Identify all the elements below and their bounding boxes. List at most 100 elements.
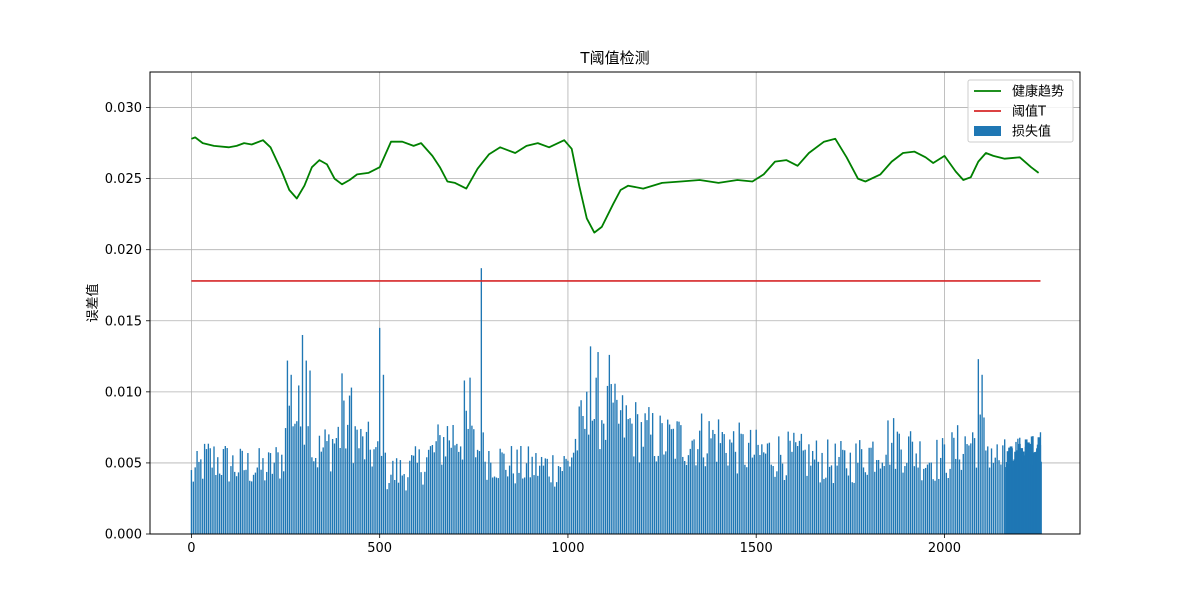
loss-bar [518,472,520,534]
loss-bar [949,468,951,534]
loss-bar [495,477,498,534]
loss-bar [640,422,643,534]
loss-bar [638,462,641,534]
loss-bar [941,438,944,534]
loss-bar [798,440,801,534]
loss-bar [580,400,582,534]
loss-bar [853,482,855,534]
loss-bar [864,472,867,534]
loss-bar [667,419,669,534]
loss-bar [429,446,432,534]
loss-bar [898,433,900,534]
loss-bar [247,453,249,534]
loss-bar [298,385,300,534]
loss-bar [779,454,782,534]
loss-bar [565,458,567,534]
loss-bar [258,448,260,534]
y-tick-label: 0.030 [105,101,142,116]
loss-bar [234,471,236,534]
loss-bar [531,456,533,534]
loss-bar [614,383,616,534]
loss-bar [804,449,806,534]
loss-bar [330,471,332,534]
loss-bar [827,439,829,534]
loss-bar [418,449,420,534]
loss-bar [482,432,484,534]
loss-bar [885,454,887,534]
axis-ticks: 0 500 1000 1500 2000 0.000 0.005 0.010 0.015 0.02… [105,101,961,556]
loss-bar [360,428,362,534]
loss-bar [365,431,368,534]
loss-bar [190,470,193,534]
loss-bar [1000,464,1002,534]
loss-bar [237,472,240,534]
loss-bar [550,482,552,534]
loss-bar [497,478,499,534]
loss-bar [420,472,422,534]
loss-bar [746,467,748,534]
plot-frame [149,71,1081,535]
loss-bar [514,483,516,534]
loss-bar [443,437,445,534]
loss-bar [727,465,729,534]
loss-bar [606,385,609,534]
loss-bar [439,435,441,534]
loss-bar [465,410,467,534]
loss-bar [555,482,558,534]
loss-bar [196,451,198,534]
loss-bar [744,464,746,534]
loss-bar [230,466,232,534]
loss-bar [740,433,742,534]
loss-bar [680,425,682,534]
loss-bar [205,449,208,534]
loss-bar [793,432,795,534]
loss-bar [723,434,725,534]
loss-bar [659,415,661,534]
loss-bar [619,410,622,534]
loss-bar [537,475,539,534]
loss-bar [540,456,543,534]
loss-bar [821,452,823,534]
loss-bar [422,484,424,534]
loss-bar [409,460,411,534]
x-tick-label: 1000 [551,541,584,556]
loss-bar [520,446,522,534]
loss-bar [488,451,490,534]
loss-bar [593,419,595,534]
loss-bar [849,452,852,534]
loss-bar [911,441,914,534]
loss-bar [687,455,690,534]
loss-bar [294,423,296,534]
loss-bar [333,443,336,534]
loss-bar [940,457,942,534]
loss-bar [697,449,699,534]
loss-bar [207,443,210,534]
loss-bar [742,434,744,534]
loss-bar [768,442,771,534]
loss-bar [717,419,720,534]
loss-bar [729,439,731,534]
loss-bar [484,461,486,534]
x-tick-label: 500 [367,541,392,556]
loss-bar [923,468,925,534]
loss-bar [328,434,330,534]
loss-bar [685,464,688,534]
loss-bar [314,457,317,534]
loss-bar [546,458,548,534]
y-tick-label: 0.000 [105,528,142,543]
loss-bar [286,360,289,534]
loss-bar [749,429,752,534]
loss-bar [313,461,315,534]
loss-bar [301,334,304,534]
loss-bar [239,448,242,534]
loss-bar [441,464,443,534]
loss-bar [710,438,712,534]
loss-bar [377,441,379,534]
loss-bar [734,451,737,534]
loss-bar [339,447,341,534]
legend-loss-swatch [974,126,1001,136]
loss-bar [282,471,285,534]
loss-bar [267,452,270,534]
loss-bar [222,449,225,534]
loss-bar [574,438,577,534]
